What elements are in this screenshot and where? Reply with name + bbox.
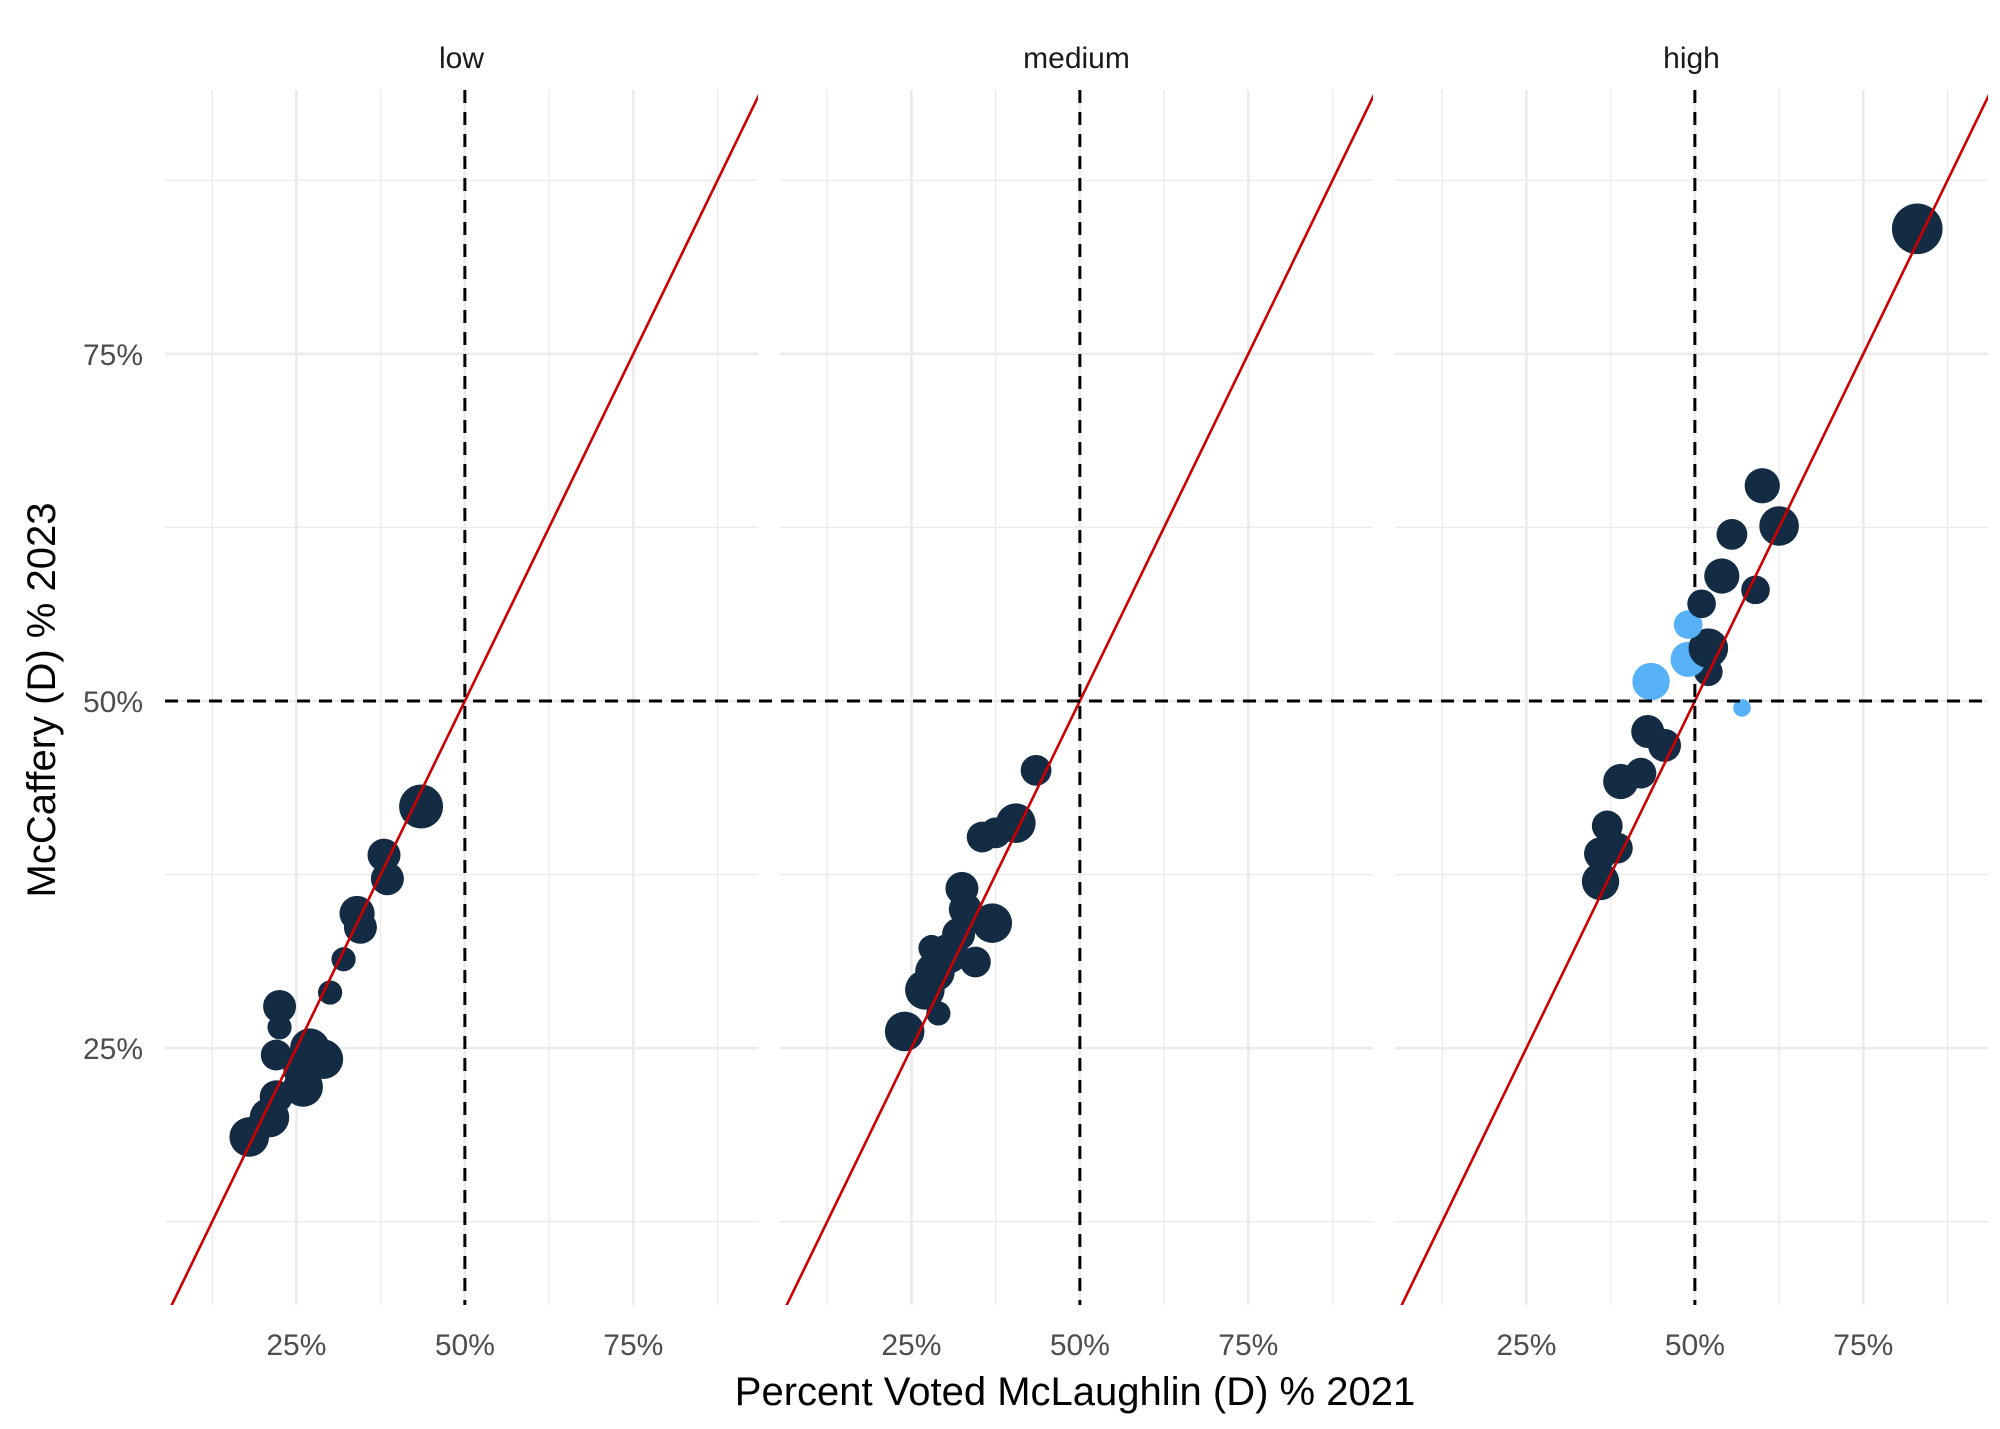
- scatter-point: [367, 838, 401, 872]
- scatter-point: [972, 903, 1013, 943]
- x-tick-label: 75%: [1218, 1329, 1278, 1362]
- scatter-point: [1673, 610, 1703, 639]
- scatter-point: [1631, 715, 1665, 749]
- scatter-point: [1687, 589, 1716, 619]
- points-medium: [884, 755, 1052, 1052]
- x-tick-label: 50%: [435, 1329, 495, 1362]
- scatter-point: [263, 989, 297, 1023]
- scatter-point: [1581, 862, 1620, 901]
- scatter-point: [1632, 662, 1670, 701]
- x-tick-label: 75%: [603, 1329, 663, 1362]
- scatter-point: [1688, 628, 1729, 669]
- y-axis-title: McCaffery (D) % 2023: [20, 503, 64, 898]
- scatter-point: [918, 934, 945, 962]
- x-tick-label: 50%: [1050, 1329, 1110, 1362]
- scatter-point: [1891, 203, 1943, 255]
- labels-layer: low 25% 50% 75% medium 25% 50% 75% high 25% 50% 75%…: [83, 42, 1893, 1362]
- y-tick-label: 25%: [83, 1033, 143, 1066]
- scatter-point: [317, 980, 343, 1005]
- scatter-point: [1744, 468, 1780, 504]
- scatter-point: [1704, 558, 1740, 594]
- facet-title-low: low: [439, 42, 484, 75]
- x-tick-label: 25%: [1496, 1329, 1556, 1362]
- scatter-point: [942, 917, 976, 951]
- diagonal-reference-line: [170, 93, 758, 1305]
- y-tick-label: 75%: [83, 339, 143, 372]
- x-tick-label: 25%: [266, 1329, 326, 1362]
- scatter-point: [399, 784, 444, 829]
- scatter-point: [1733, 699, 1751, 717]
- x-tick-label: 75%: [1833, 1329, 1893, 1362]
- scatter-point: [303, 1039, 344, 1080]
- facet-title-high: high: [1663, 42, 1720, 75]
- facet-title-medium: medium: [1023, 42, 1130, 75]
- scatter-point: [260, 1039, 292, 1071]
- scatter-point: [945, 871, 979, 905]
- x-tick-label: 50%: [1665, 1329, 1725, 1362]
- y-tick-label: 50%: [83, 686, 143, 719]
- facet-panel-high: [1395, 90, 1988, 1305]
- scatter-point: [1741, 575, 1770, 605]
- scatter-point: [996, 803, 1036, 843]
- x-tick-label: 25%: [881, 1329, 941, 1362]
- scatter-point: [1591, 810, 1623, 842]
- x-axis-title: Percent Voted McLaughlin (D) % 2021: [735, 1370, 1415, 1414]
- points-high: [1581, 203, 1943, 901]
- scatter-point: [1716, 518, 1748, 550]
- scatter-point: [1625, 757, 1657, 789]
- points-low: [229, 784, 444, 1157]
